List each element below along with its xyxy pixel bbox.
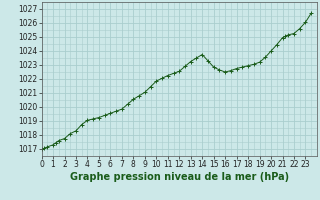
X-axis label: Graphe pression niveau de la mer (hPa): Graphe pression niveau de la mer (hPa) [70, 172, 289, 182]
